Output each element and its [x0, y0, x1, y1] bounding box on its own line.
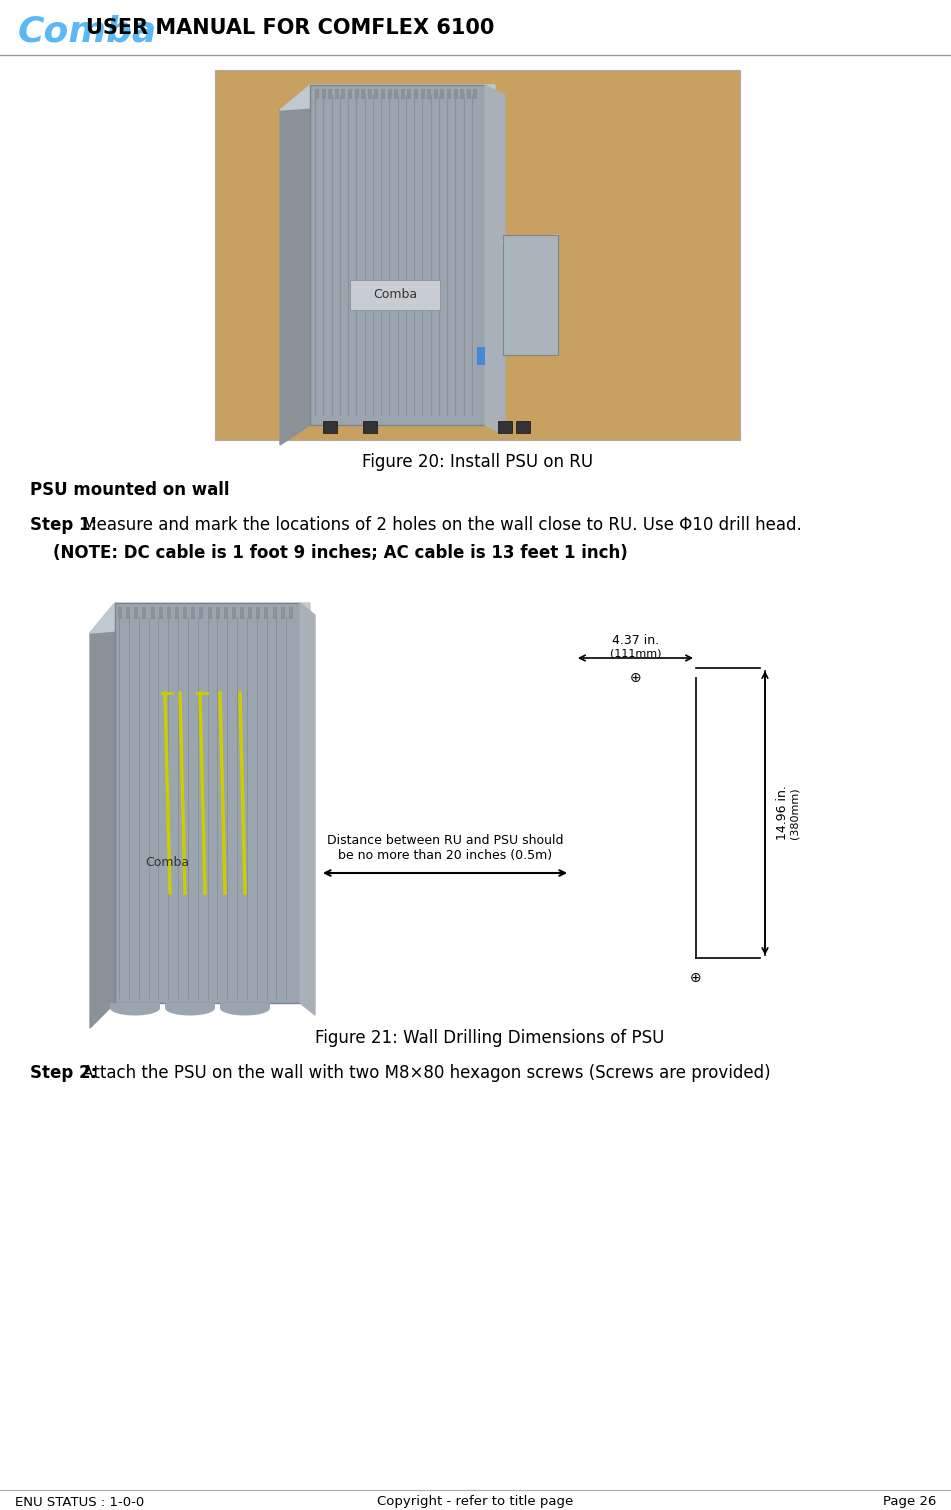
- Bar: [395, 89, 398, 100]
- Bar: [118, 607, 122, 619]
- Bar: [248, 607, 252, 619]
- Bar: [460, 89, 464, 100]
- Text: Page 26: Page 26: [883, 1495, 936, 1508]
- Bar: [335, 89, 339, 100]
- Text: PSU mounted on wall: PSU mounted on wall: [30, 482, 229, 498]
- Bar: [184, 607, 187, 619]
- Bar: [223, 607, 228, 619]
- Bar: [175, 607, 179, 619]
- Polygon shape: [90, 602, 115, 1028]
- Bar: [454, 89, 457, 100]
- Bar: [420, 89, 424, 100]
- Bar: [310, 85, 485, 424]
- Bar: [447, 89, 451, 100]
- Text: Step 1:: Step 1:: [30, 516, 97, 535]
- Bar: [361, 89, 365, 100]
- Bar: [166, 607, 171, 619]
- Polygon shape: [503, 236, 558, 243]
- Bar: [516, 421, 530, 433]
- Bar: [467, 89, 471, 100]
- Bar: [323, 421, 337, 433]
- Bar: [474, 89, 477, 100]
- Text: Attach the PSU on the wall with two M8×80 hexagon screws (Screws are provided): Attach the PSU on the wall with two M8×8…: [77, 1065, 770, 1083]
- Text: 4.37 in.: 4.37 in.: [611, 634, 659, 646]
- Text: Measure and mark the locations of 2 holes on the wall close to RU. Use Φ10 drill: Measure and mark the locations of 2 hole…: [77, 516, 802, 535]
- Bar: [143, 607, 146, 619]
- Bar: [407, 89, 412, 100]
- Bar: [115, 602, 300, 1003]
- Bar: [341, 89, 345, 100]
- Bar: [159, 607, 163, 619]
- Bar: [434, 89, 437, 100]
- Bar: [281, 607, 284, 619]
- Polygon shape: [300, 602, 315, 1015]
- Bar: [200, 607, 204, 619]
- Bar: [368, 89, 372, 100]
- Text: Comba: Comba: [373, 288, 417, 302]
- Bar: [289, 607, 293, 619]
- Bar: [381, 89, 385, 100]
- Bar: [363, 421, 377, 433]
- Bar: [348, 89, 352, 100]
- Bar: [477, 347, 485, 365]
- Polygon shape: [280, 85, 495, 110]
- Text: Comba: Comba: [145, 856, 189, 870]
- Text: 14.96 in.: 14.96 in.: [777, 785, 789, 841]
- Bar: [257, 607, 261, 619]
- Text: Copyright - refer to title page: Copyright - refer to title page: [377, 1495, 573, 1508]
- Text: Figure 21: Wall Drilling Dimensions of PSU: Figure 21: Wall Drilling Dimensions of P…: [316, 1028, 665, 1046]
- Bar: [321, 89, 325, 100]
- Text: ⊕: ⊕: [690, 971, 702, 985]
- Bar: [498, 421, 512, 433]
- Polygon shape: [485, 85, 505, 435]
- Bar: [427, 89, 431, 100]
- Bar: [400, 89, 405, 100]
- Bar: [355, 89, 359, 100]
- Text: Figure 20: Install PSU on RU: Figure 20: Install PSU on RU: [362, 453, 593, 471]
- Text: (NOTE: DC cable is 1 foot 9 inches; AC cable is 13 feet 1 inch): (NOTE: DC cable is 1 foot 9 inches; AC c…: [30, 544, 628, 562]
- Bar: [232, 607, 236, 619]
- Bar: [440, 89, 444, 100]
- Bar: [315, 89, 319, 100]
- Bar: [264, 607, 268, 619]
- Text: ENU STATUS : 1-0-0: ENU STATUS : 1-0-0: [15, 1495, 145, 1508]
- Polygon shape: [90, 602, 310, 633]
- Bar: [503, 236, 558, 355]
- Text: USER MANUAL FOR COMFLEX 6100: USER MANUAL FOR COMFLEX 6100: [86, 18, 495, 38]
- Polygon shape: [280, 85, 310, 445]
- Bar: [375, 89, 378, 100]
- Text: (111mm): (111mm): [610, 648, 661, 658]
- Bar: [191, 607, 195, 619]
- Bar: [388, 89, 392, 100]
- Bar: [134, 607, 138, 619]
- Bar: [273, 607, 277, 619]
- Bar: [126, 607, 130, 619]
- Bar: [215, 69, 740, 439]
- Bar: [414, 89, 418, 100]
- Text: (380mm): (380mm): [790, 787, 800, 840]
- Bar: [216, 607, 220, 619]
- Text: Step 2:: Step 2:: [30, 1065, 97, 1083]
- Text: ⊕: ⊕: [630, 670, 641, 686]
- Bar: [240, 607, 244, 619]
- Bar: [150, 607, 155, 619]
- Bar: [207, 607, 211, 619]
- Bar: [328, 89, 332, 100]
- Text: Comba: Comba: [18, 15, 157, 48]
- Text: Distance between RU and PSU should
be no more than 20 inches (0.5m): Distance between RU and PSU should be no…: [327, 834, 563, 862]
- Bar: [350, 279, 440, 310]
